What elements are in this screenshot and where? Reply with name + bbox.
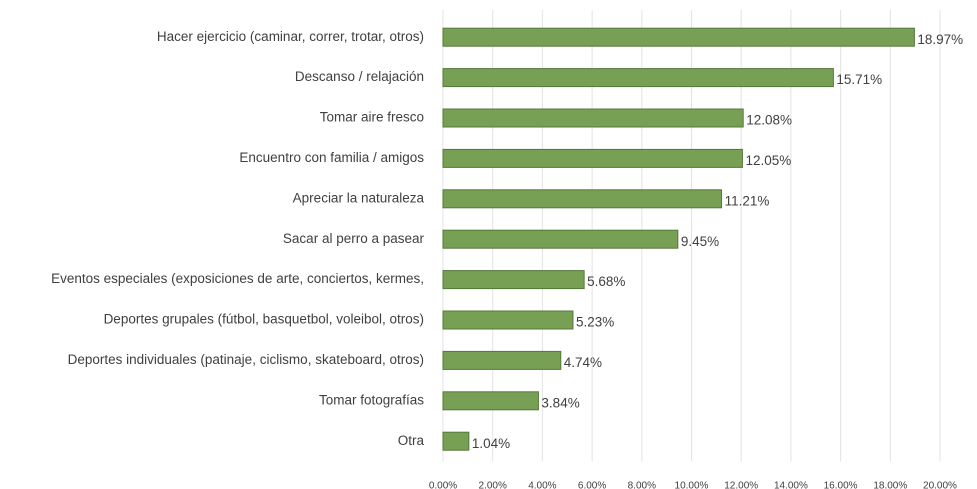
value-label: 3.84% [541,395,579,410]
value-label: 9.45% [681,234,719,249]
bar [442,431,470,451]
category-label: Sacar al perro a pasear [283,231,425,246]
x-tick-label: 0.00% [429,481,457,489]
x-tick-label: 2.00% [479,481,507,489]
category-label: Otra [398,433,425,448]
bar [442,229,679,249]
x-tick-label: 4.00% [528,481,556,489]
value-label: 15.71% [836,72,882,87]
value-label: 11.21% [725,193,770,208]
category-label: Tomar aire fresco [320,110,424,125]
bar [442,391,539,411]
category-label: Tomar fotografías [319,392,424,407]
x-tick-label: 14.00% [774,481,808,489]
bar [442,148,743,168]
category-label: Deportes grupales (fútbol, basquetbol, v… [104,312,424,327]
value-label: 1.04% [472,436,510,451]
value-label: 12.08% [746,113,792,128]
value-label: 5.68% [587,274,625,289]
value-label: 18.97% [917,32,963,47]
x-tick-label: 6.00% [578,481,606,489]
bar [442,310,574,330]
value-label: 5.23% [576,315,614,330]
value-label: 4.74% [564,355,602,370]
x-tick-label: 8.00% [628,481,656,489]
x-tick-label: 12.00% [724,481,758,489]
category-label: Deportes individuales (patinaje, ciclism… [68,352,424,367]
bar [442,189,723,209]
x-tick-label: 16.00% [824,481,858,489]
x-tick-label: 18.00% [873,481,907,489]
category-label: Apreciar la naturaleza [293,190,425,205]
bar [442,27,915,47]
bar [442,350,562,370]
x-tick-label: 10.00% [675,481,709,489]
x-tick-label: 20.00% [923,481,957,489]
category-label: Eventos especiales (exposiciones de arte… [51,271,424,286]
category-label: Encuentro con familia / amigos [239,150,424,165]
category-label: Descanso / relajación [295,69,424,84]
category-label: Hacer ejercicio (caminar, correr, trotar… [157,29,424,44]
bar [442,108,744,128]
bar [442,270,585,290]
value-label: 12.05% [745,153,791,168]
bar [442,68,834,88]
